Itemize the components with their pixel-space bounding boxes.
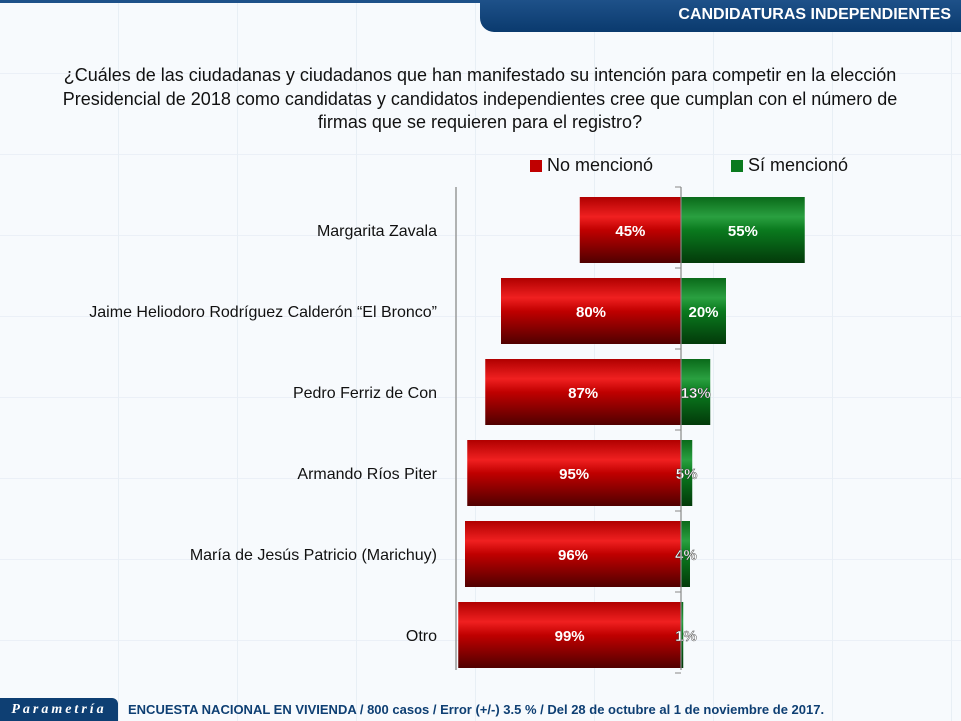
data-label-si: 5% xyxy=(676,466,698,483)
data-label-si: 20% xyxy=(688,304,718,321)
data-label-no: 80% xyxy=(576,304,606,321)
data-label-no: 95% xyxy=(559,466,589,483)
legend-si: Sí mencionó xyxy=(731,155,848,176)
category-label: Margarita Zavala xyxy=(317,223,437,240)
bar-no-mencion xyxy=(458,602,681,668)
category-label: Pedro Ferriz de Con xyxy=(293,385,437,402)
data-label-si: 4% xyxy=(675,547,697,564)
bar-no-mencion xyxy=(465,521,681,587)
legend-label-no: No mencionó xyxy=(547,155,654,175)
data-label-no: 96% xyxy=(558,547,588,564)
bar-si-mencion xyxy=(681,197,805,263)
chart-title: ¿Cuáles de las ciudadanas y ciudadanos q… xyxy=(62,65,898,132)
data-label-no: 45% xyxy=(615,223,645,240)
legend-swatch-no xyxy=(530,159,542,172)
bar-no-mencion xyxy=(501,278,681,344)
header-banner: CANDIDATURAS INDEPENDIENTES xyxy=(480,0,961,32)
category-label: María de Jesús Patricio (Marichuy) xyxy=(190,547,437,564)
category-label: Armando Ríos Piter xyxy=(297,466,437,483)
data-label-si: 55% xyxy=(728,223,758,240)
data-label-no: 87% xyxy=(568,385,598,402)
legend-label-si: Sí mencionó xyxy=(748,155,849,175)
legend-no: No mencionó xyxy=(530,155,653,176)
data-label-no: 99% xyxy=(555,628,585,645)
bar-no-mencion xyxy=(579,197,681,263)
bar-si-mencion xyxy=(681,521,690,587)
category-label: Jaime Heliodoro Rodríguez Calderón “El B… xyxy=(89,304,437,321)
bar-si-mencion xyxy=(681,278,726,344)
bar-si-mencion xyxy=(681,602,684,668)
bar-si-mencion xyxy=(681,359,711,425)
data-label-si: 13% xyxy=(681,385,711,402)
bar-no-mencion xyxy=(467,440,681,506)
header-title: CANDIDATURAS INDEPENDIENTES xyxy=(678,6,951,23)
parametria-logo: Parametría xyxy=(0,698,118,721)
legend-swatch-si xyxy=(731,159,743,172)
data-label-si: 1% xyxy=(675,628,697,645)
bar-no-mencion xyxy=(485,359,681,425)
footer-note: ENCUESTA NACIONAL EN VIVIENDA / 800 caso… xyxy=(128,702,825,717)
category-label: Otro xyxy=(406,628,437,645)
bar-si-mencion xyxy=(681,440,693,506)
